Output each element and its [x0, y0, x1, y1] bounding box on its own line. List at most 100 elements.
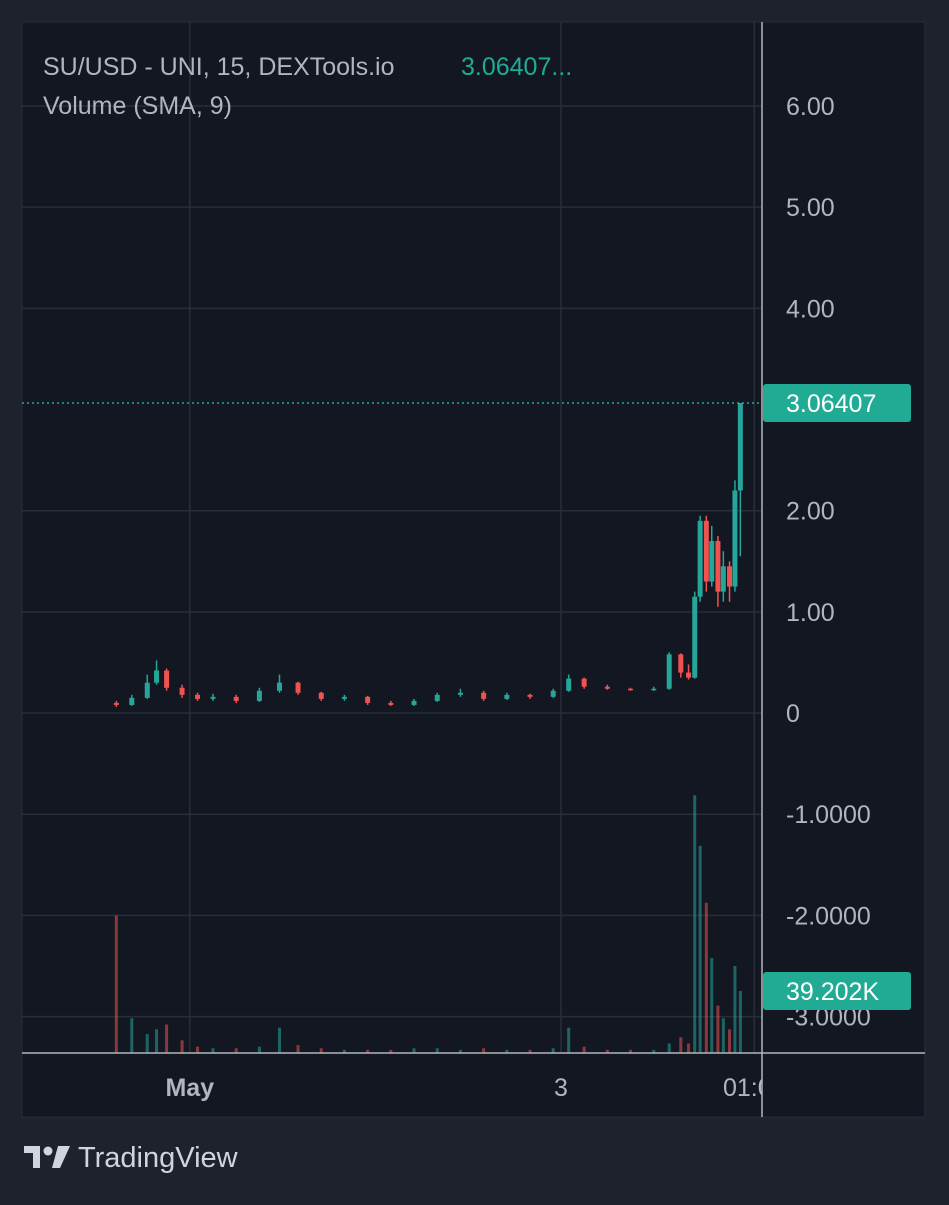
candle-body: [113, 702, 119, 705]
volume-bar: [629, 1049, 633, 1053]
last-price-label: 3.06407: [786, 390, 876, 418]
candle-body: [481, 692, 487, 699]
candle-body: [727, 566, 733, 587]
volume-bar: [296, 1045, 300, 1053]
volume-bar: [435, 1048, 439, 1053]
volume-bar: [319, 1048, 323, 1053]
candle-body: [651, 688, 657, 691]
volume-bar: [582, 1046, 586, 1053]
volume-bar: [733, 966, 737, 1053]
volume-bar: [693, 795, 697, 1053]
volume-bar: [234, 1048, 238, 1053]
volume-bar: [551, 1048, 555, 1053]
volume-bar: [505, 1049, 509, 1053]
volume-bar: [667, 1043, 671, 1053]
volume-bar: [605, 1049, 609, 1053]
volume-title: Volume (SMA, 9): [43, 92, 232, 120]
candle-body: [233, 696, 239, 701]
volume-bar: [165, 1024, 169, 1053]
candle-body: [210, 696, 216, 699]
candle-body: [195, 694, 201, 699]
x-tick-label: May: [165, 1074, 214, 1102]
candle-body: [732, 490, 738, 587]
y-tick-label: 5.00: [786, 194, 835, 222]
y-tick-label: 0: [786, 700, 800, 728]
candle-body: [628, 688, 634, 691]
candle-body: [154, 670, 160, 683]
x-tick-label: 01:00: [723, 1074, 786, 1102]
y-tick-label: 2.00: [786, 498, 835, 526]
volume-bar: [738, 991, 742, 1053]
candle-body: [692, 596, 698, 678]
y-tick-label: -2.0000: [786, 902, 871, 930]
volume-bar: [721, 1018, 725, 1053]
volume-bar: [716, 1005, 720, 1053]
volume-bar: [698, 845, 702, 1053]
candle-body: [295, 682, 301, 693]
candle-body: [703, 520, 709, 582]
volume-bar: [145, 1034, 149, 1053]
candle-body: [164, 670, 170, 688]
candle-body: [666, 654, 672, 689]
candle-body: [256, 690, 262, 701]
volume-bar: [277, 1027, 281, 1053]
candle-body: [411, 700, 417, 705]
y-tick-label: -1.0000: [786, 801, 871, 829]
candle-body: [686, 672, 692, 678]
chart-title: SU/USD - UNI, 15, DEXTools.io: [43, 53, 395, 81]
candle-body: [341, 696, 347, 699]
volume-bar: [687, 1043, 691, 1053]
volume-bar: [652, 1049, 656, 1053]
last-volume-badge: [763, 972, 911, 1011]
volume-bar: [458, 1049, 462, 1053]
volume-bar: [389, 1049, 393, 1053]
volume-bar: [366, 1049, 370, 1053]
candle-body: [434, 694, 440, 701]
volume-bar: [567, 1027, 571, 1053]
volume-bar: [412, 1048, 416, 1053]
y-tick-label: 4.00: [786, 295, 835, 323]
volume-bar: [114, 915, 118, 1053]
volume-bar: [196, 1046, 200, 1053]
volume-bar: [710, 958, 714, 1053]
candle-body: [179, 687, 185, 695]
last-volume-label: 39.202K: [786, 978, 879, 1006]
volume-bar: [482, 1048, 486, 1053]
volume-bar: [130, 1018, 134, 1053]
candle-body: [365, 696, 371, 703]
candle-body: [527, 694, 533, 697]
candle-body: [566, 678, 572, 691]
last-price-badge: [763, 384, 911, 423]
candle-body: [276, 682, 282, 691]
y-tick-label: 6.00: [786, 93, 835, 121]
volume-bar: [704, 902, 708, 1053]
volume-bar: [257, 1046, 261, 1053]
candle-body: [709, 541, 715, 582]
candle-body: [550, 690, 556, 697]
candle-body: [715, 541, 721, 592]
candle-body: [129, 697, 135, 705]
candle-body: [720, 566, 726, 592]
candle-body: [144, 682, 150, 698]
candle-body: [318, 692, 324, 699]
branding: TradingView: [78, 1142, 239, 1174]
volume-bar: [679, 1037, 683, 1053]
volume-bar: [180, 1040, 184, 1053]
candle-body: [737, 403, 743, 491]
y-tick-label: 1.00: [786, 599, 835, 627]
x-tick-label: 3: [554, 1074, 568, 1102]
candle-body: [457, 692, 463, 695]
volume-bar: [728, 1029, 732, 1053]
volume-bar: [528, 1049, 532, 1053]
candle-body: [697, 520, 703, 597]
chart-panel: [21, 21, 926, 1118]
volume-bar: [211, 1048, 215, 1053]
volume-bar: [342, 1049, 346, 1053]
candle-body: [678, 654, 684, 673]
candle-body: [604, 686, 610, 689]
tradingview-logo: [24, 1146, 70, 1168]
candle-body: [504, 694, 510, 699]
header-price: 3.06407...: [461, 53, 572, 81]
